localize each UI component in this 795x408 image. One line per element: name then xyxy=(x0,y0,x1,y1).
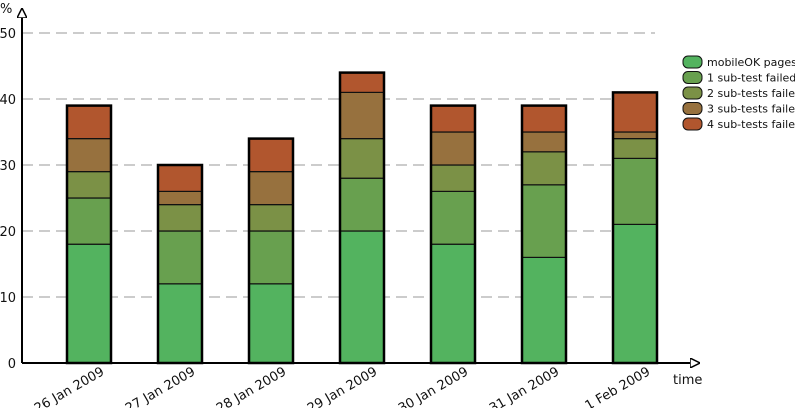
bar-segment-4-5 xyxy=(430,131,476,166)
bar-segment-4-2 xyxy=(157,190,203,206)
bar-segment-1-5 xyxy=(430,243,476,364)
y-tick-labels: 0 10 20 30 40 50 xyxy=(0,27,16,372)
bar-segment-4-7 xyxy=(612,131,658,140)
bar-segment-5-2 xyxy=(157,164,203,192)
y-axis-label: % xyxy=(0,2,12,17)
bar-segment-3-1 xyxy=(66,171,112,199)
bar-segment-2-3 xyxy=(248,230,294,285)
bar-segment-5-1 xyxy=(66,104,112,140)
bar-segment-1-3 xyxy=(248,283,294,364)
legend-label-1: mobileOK pages xyxy=(707,56,795,69)
y-tick-label: 40 xyxy=(0,93,16,108)
bar-segment-5-3 xyxy=(248,138,294,173)
legend-label-4: 3 sub-tests failed xyxy=(707,103,795,116)
bar-segment-4-3 xyxy=(248,171,294,206)
bar-segment-3-2 xyxy=(157,204,203,232)
bar-segment-3-7 xyxy=(612,138,658,160)
bar-segment-5-6 xyxy=(521,104,567,133)
legend-swatch-2 xyxy=(682,71,703,84)
x-tick-labels: 26 Jan 2009 27 Jan 2009 28 Jan 2009 29 Jan … xyxy=(32,364,653,408)
bar-segment-3-6 xyxy=(521,151,567,186)
bar-segment-1-4 xyxy=(339,230,385,364)
legend-label-5: 4 sub-tests failed xyxy=(707,118,795,131)
bar-segment-5-5 xyxy=(430,104,476,133)
y-tick-label: 10 xyxy=(0,291,16,306)
bars xyxy=(65,71,659,365)
bar-segment-1-7 xyxy=(612,223,658,364)
y-tick-label: 0 xyxy=(8,357,16,372)
bar-segment-1-6 xyxy=(521,256,567,364)
x-tick-label: 27 Jan 2009 xyxy=(123,364,198,408)
bar-segment-4-1 xyxy=(66,138,112,173)
bar-segment-1-2 xyxy=(157,283,203,364)
bar-segment-2-5 xyxy=(430,190,476,245)
axes xyxy=(22,13,695,363)
bar-segment-2-1 xyxy=(66,197,112,245)
bar-segment-3-4 xyxy=(339,138,385,179)
bar-segment-2-6 xyxy=(521,184,567,259)
bar-segment-3-3 xyxy=(248,204,294,232)
y-tick-label: 30 xyxy=(0,159,16,174)
legend-label-3: 2 sub-tests failed xyxy=(707,87,795,100)
legend-swatch-3 xyxy=(682,86,703,100)
bar-segment-2-7 xyxy=(612,157,658,225)
legend-swatch-5 xyxy=(682,117,703,131)
x-tick-label: 30 Jan 2009 xyxy=(396,364,471,408)
bar-segment-4-4 xyxy=(339,91,385,140)
x-axis-label: time xyxy=(673,373,702,388)
legend-swatch-4 xyxy=(682,102,703,115)
x-tick-label: 29 Jan 2009 xyxy=(305,364,380,408)
x-tick-label: 31 Jan 2009 xyxy=(487,364,562,408)
bar-segment-3-5 xyxy=(430,164,476,192)
legend-swatch-1 xyxy=(682,55,703,69)
bar-segment-5-4 xyxy=(339,71,385,93)
legend: mobileOK pages 1 sub-test failed 2 sub-tes… xyxy=(682,55,795,131)
bar-segment-4-6 xyxy=(521,131,567,153)
bar-segment-5-7 xyxy=(612,91,658,133)
x-tick-label: 26 Jan 2009 xyxy=(32,364,107,408)
bar-segment-1-1 xyxy=(66,243,112,364)
x-tick-label: 28 Jan 2009 xyxy=(214,364,289,408)
bar-segment-2-2 xyxy=(157,230,203,285)
x-tick-label: 1 Feb 2009 xyxy=(583,364,653,408)
y-tick-label: 50 xyxy=(0,27,16,42)
y-tick-label: 20 xyxy=(0,225,16,240)
legend-label-2: 1 sub-test failed xyxy=(707,72,795,85)
bar-segment-2-4 xyxy=(339,177,385,232)
